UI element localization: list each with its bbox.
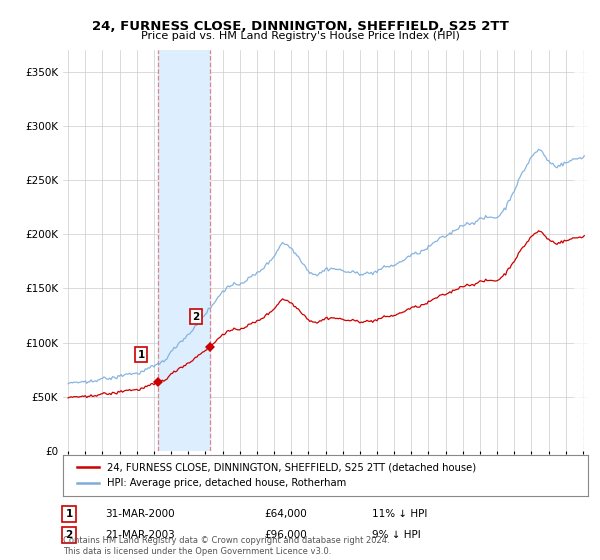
Text: £64,000: £64,000 bbox=[264, 509, 307, 519]
Text: 11% ↓ HPI: 11% ↓ HPI bbox=[372, 509, 427, 519]
Text: 21-MAR-2003: 21-MAR-2003 bbox=[105, 530, 175, 540]
Bar bbox=[574, 50, 588, 451]
Text: 1: 1 bbox=[65, 509, 73, 519]
Bar bbox=[158, 50, 209, 451]
Text: 9% ↓ HPI: 9% ↓ HPI bbox=[372, 530, 421, 540]
Text: 2: 2 bbox=[193, 312, 200, 322]
Text: Price paid vs. HM Land Registry's House Price Index (HPI): Price paid vs. HM Land Registry's House … bbox=[140, 31, 460, 41]
Legend: 24, FURNESS CLOSE, DINNINGTON, SHEFFIELD, S25 2TT (detached house), HPI: Average: 24, FURNESS CLOSE, DINNINGTON, SHEFFIELD… bbox=[73, 459, 481, 492]
Text: 24, FURNESS CLOSE, DINNINGTON, SHEFFIELD, S25 2TT: 24, FURNESS CLOSE, DINNINGTON, SHEFFIELD… bbox=[92, 20, 508, 32]
Text: £96,000: £96,000 bbox=[264, 530, 307, 540]
Text: Contains HM Land Registry data © Crown copyright and database right 2024.
This d: Contains HM Land Registry data © Crown c… bbox=[63, 536, 389, 556]
Text: 1: 1 bbox=[137, 350, 145, 360]
Text: 2: 2 bbox=[65, 530, 73, 540]
Text: 31-MAR-2000: 31-MAR-2000 bbox=[105, 509, 175, 519]
